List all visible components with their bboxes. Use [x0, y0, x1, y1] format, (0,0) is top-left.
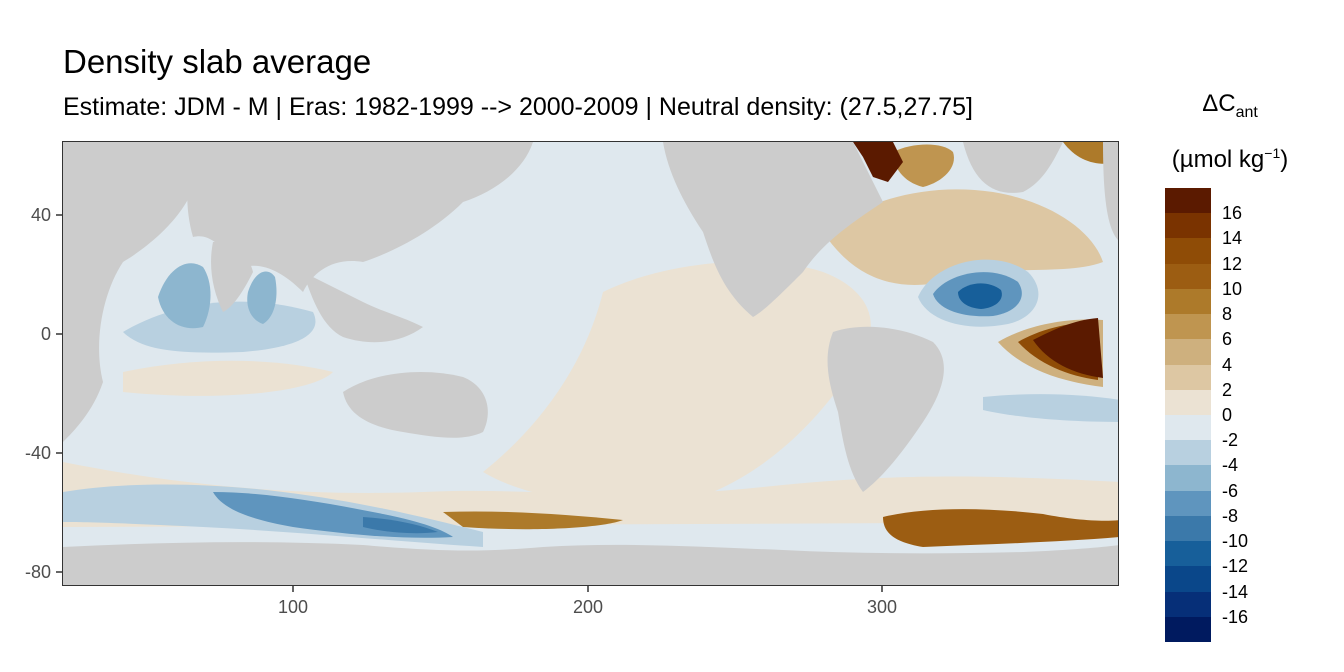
colorbar-label: -16: [1222, 606, 1249, 627]
land-antarctica: [63, 542, 1118, 585]
ocean-region-positive-pacific: [483, 261, 871, 503]
arabian-sea-anomaly: [158, 263, 211, 329]
colorbar-label: -14: [1222, 581, 1249, 602]
land-southeast-asia: [303, 272, 423, 343]
y-tick-label: 40: [30, 205, 51, 225]
colorbar-label: 2: [1222, 379, 1233, 400]
colorbar-step: [1165, 188, 1211, 214]
legend-title-line1: ΔCant: [1160, 89, 1300, 128]
legend-title-line2: (µmol kg−1): [1160, 138, 1300, 175]
y-tick-label: -80: [24, 562, 51, 582]
legend-title-main: ΔC: [1202, 90, 1236, 117]
map-panel: [62, 141, 1119, 586]
colorbar-label: 6: [1222, 329, 1233, 350]
legend-title-sup: −1: [1264, 145, 1281, 161]
colorbar-step: [1165, 566, 1211, 593]
weddell-sea-positive: [883, 509, 1118, 547]
chart-subtitle: Estimate: JDM - M | Eras: 1982-1999 --> …: [63, 93, 973, 121]
land-eurasia: [187, 142, 533, 292]
bay-of-bengal-anomaly: [247, 271, 277, 324]
colorbar-label: 12: [1222, 253, 1243, 274]
colorbar-step: [1165, 364, 1211, 391]
colorbar-label: 14: [1222, 228, 1243, 249]
colorbar-step: [1165, 440, 1211, 466]
colorbar-label: -2: [1222, 430, 1239, 451]
legend-title-unit: (µmol kg: [1171, 146, 1265, 173]
y-tick-label: 0: [40, 324, 51, 344]
colorbar-step: [1165, 541, 1211, 567]
colorbar-step: [1165, 339, 1211, 366]
legend-title-sub: ant: [1235, 103, 1258, 121]
colorbar-step: [1165, 389, 1211, 416]
southern-ocean-deep-negative: [363, 517, 438, 534]
colorbar-step: [1165, 490, 1211, 517]
colorbar-label: -4: [1222, 455, 1239, 476]
colorbar-label: -8: [1222, 505, 1239, 526]
land-south-america: [827, 326, 944, 492]
land-africa: [63, 142, 199, 442]
colorbar-step: [1165, 465, 1211, 492]
colorbar-step: [1165, 314, 1211, 340]
colorbar-label: -12: [1222, 556, 1249, 577]
colorbar-step: [1165, 591, 1211, 618]
east-atlantic-positive-core: [1033, 318, 1103, 378]
land-north-america: [663, 142, 883, 317]
ross-sea-positive: [443, 511, 623, 530]
colorbar-label: 0: [1222, 405, 1233, 425]
ocean-region-positive-indian: [123, 360, 333, 396]
land-greenland-europe: [963, 142, 1063, 193]
land-europe-east: [1103, 142, 1118, 240]
colorbar-label: 16: [1222, 203, 1243, 224]
colorbar-step: [1165, 515, 1211, 542]
south-atlantic-negative: [983, 394, 1118, 422]
ocean-region-positive-atlantic-n: [823, 189, 1103, 285]
y-tick-label: -40: [24, 443, 51, 463]
labrador-sea-positive: [893, 144, 954, 187]
legend-title-close: ): [1280, 146, 1289, 173]
colorbar-step: [1165, 616, 1211, 643]
x-tick-label: 200: [572, 597, 604, 617]
labrador-sea-core: [853, 142, 903, 182]
colorbar-label: 8: [1222, 304, 1233, 325]
colorbar-step: [1165, 415, 1211, 441]
chart-title: Density slab average: [63, 43, 372, 80]
colorbar: [1165, 188, 1211, 643]
colorbar-step: [1165, 238, 1211, 265]
colorbar-label: -6: [1222, 480, 1239, 501]
colorbar-label: 10: [1222, 278, 1243, 299]
x-tick-label: 100: [277, 597, 309, 617]
colorbar-step: [1165, 213, 1211, 239]
land-india: [211, 242, 253, 312]
x-tick-label: 300: [866, 597, 898, 617]
tropical-atlantic-negative-core: [958, 283, 1002, 309]
land-australia: [343, 372, 488, 438]
colorbar-step: [1165, 263, 1211, 290]
colorbar-step: [1165, 288, 1211, 315]
map-svg: [63, 142, 1118, 585]
colorbar-label: 4: [1222, 354, 1233, 375]
colorbar-label: -10: [1222, 531, 1249, 552]
